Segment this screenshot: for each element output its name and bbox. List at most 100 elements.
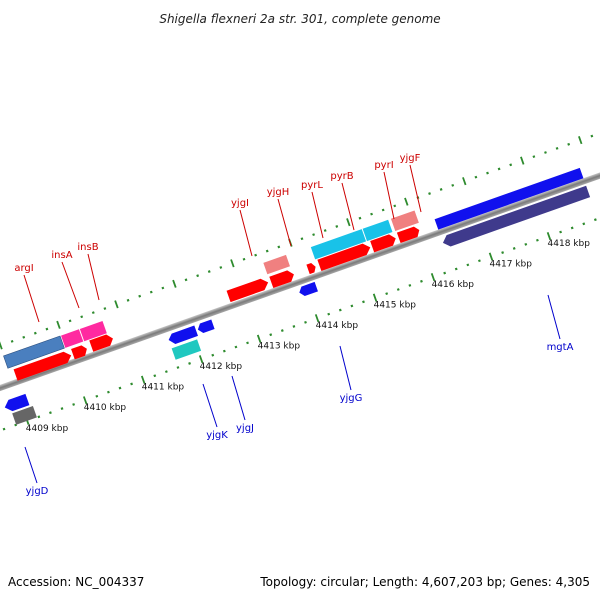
gene-arrow-red[interactable] (317, 242, 372, 272)
gene-arrow-red[interactable] (306, 262, 317, 275)
scale-tick-dot (176, 366, 180, 369)
gene-label-pyrB[interactable]: pyrB (330, 171, 353, 182)
scale-tick-dot (265, 249, 269, 253)
gene-block-teal[interactable] (171, 339, 202, 360)
scale-tick-dot (280, 329, 284, 332)
scale-tick-dot (501, 251, 505, 254)
gene-leader-line (61, 261, 80, 309)
scale-tick-major (546, 231, 552, 241)
scale-tick-dot (420, 279, 423, 283)
gene-label-argI[interactable]: argI (14, 263, 33, 274)
scale-tick-dot (532, 155, 536, 159)
gene-arrow-blue[interactable] (298, 281, 318, 297)
scale-tick-dot (370, 212, 373, 216)
scale-tick-dot (567, 142, 571, 146)
scale-tick-dot (10, 339, 14, 343)
tick-label: 4417 kbp (490, 260, 533, 270)
scale-tick-dot (544, 151, 547, 154)
tick-label: 4414 kbp (316, 321, 359, 331)
scale-tick-dot (222, 349, 226, 353)
gene-label-insA[interactable]: insA (51, 250, 72, 261)
scale-tick-dot (451, 183, 455, 187)
scale-tick-dot (338, 308, 342, 312)
gene-arrow-red[interactable] (71, 344, 89, 360)
gene-leader-line (341, 182, 355, 231)
scale-tick-major (372, 293, 378, 302)
scale-tick-dot (385, 292, 389, 296)
gene-block-steelblue[interactable] (3, 335, 65, 369)
gene-arrow-red[interactable] (13, 350, 74, 381)
gene-label-yjgI[interactable]: yjgI (231, 198, 249, 209)
scale-tick-dot (466, 263, 470, 267)
gene-arrow-red[interactable] (89, 333, 115, 352)
gene-leader-line (547, 294, 561, 340)
scale-tick-dot (277, 245, 281, 249)
lower-tick-scale (2, 218, 597, 431)
tick-label: 4411 kbp (142, 383, 185, 393)
gene-block-cyan[interactable] (362, 219, 393, 242)
gene-arrow-blue[interactable] (196, 319, 215, 335)
scale-tick-dot (590, 134, 594, 138)
gene-arrow-red[interactable] (396, 225, 421, 243)
gene-label-yjgJ[interactable]: yjgJ (236, 423, 254, 434)
gene-block-gray[interactable] (12, 406, 37, 425)
scale-tick-dot (439, 188, 443, 191)
scale-tick-dot (486, 171, 489, 175)
scale-tick-dot (126, 298, 130, 302)
scale-tick-dot (188, 362, 191, 365)
genome-track: 4409 kbp 4410 kbp 4411 kbp 4412 kbp 4413 kbp… (0, 134, 600, 434)
scale-tick-dot (362, 300, 365, 304)
gene-label-yjgF[interactable]: yjgF (400, 153, 421, 164)
scale-tick-major (140, 375, 146, 384)
scale-tick-major (230, 259, 235, 268)
gene-block-salmon[interactable] (263, 254, 290, 275)
gene-label-insB[interactable]: insB (77, 242, 98, 253)
scale-tick-major (488, 252, 494, 261)
reverse-strand-genes (3, 185, 591, 425)
gene-leader-line (87, 253, 100, 301)
scale-tick-dot (80, 315, 84, 319)
gene-arrow-blue[interactable] (3, 393, 30, 413)
gene-label-yjgH[interactable]: yjgH (267, 187, 290, 198)
scale-tick-dot (45, 327, 49, 331)
scale-tick-dot (153, 374, 157, 378)
gene-block-cyan[interactable] (310, 229, 367, 260)
scale-tick-dot (37, 415, 41, 419)
tick-label: 4409 kbp (26, 424, 69, 434)
gene-block-pink[interactable] (61, 329, 84, 348)
tick-label: 4412 kbp (200, 362, 243, 372)
gene-block-salmon[interactable] (390, 210, 419, 232)
tick-label: 4416 kbp (432, 280, 475, 290)
scale-tick-dot (103, 307, 107, 310)
gene-block-pink[interactable] (79, 320, 107, 342)
scale-tick-dot (478, 259, 481, 263)
gene-label-yjgG[interactable]: yjgG (340, 393, 363, 404)
scale-tick-dot (95, 394, 99, 398)
scale-tick-dot (138, 294, 142, 298)
scale-tick-dot (254, 253, 258, 257)
gene-label-pyrL[interactable]: pyrL (301, 180, 323, 191)
scale-tick-dot (184, 278, 188, 282)
scale-tick-major (404, 197, 409, 206)
gene-arrow-red[interactable] (370, 233, 398, 253)
scale-tick-dot (582, 222, 586, 226)
forward-strand-genes (3, 167, 584, 381)
tick-labels: 4409 kbp 4410 kbp 4411 kbp 4412 kbp 4413 kbp… (26, 239, 590, 434)
scale-tick-dot (242, 257, 246, 261)
scale-tick-major (578, 136, 583, 145)
gene-label-yjgD[interactable]: yjgD (26, 486, 49, 497)
gene-label-yjgK[interactable]: yjgK (206, 430, 228, 441)
gene-label-mgtA[interactable]: mgtA (547, 342, 574, 353)
scale-tick-dot (161, 286, 165, 290)
gene-arrow-blue[interactable] (167, 325, 198, 346)
scale-tick-dot (164, 370, 168, 374)
tick-label: 4415 kbp (374, 301, 417, 311)
gene-arrow-blue[interactable] (434, 167, 584, 230)
gene-arrow-navy[interactable] (441, 185, 591, 249)
scale-tick-major (82, 396, 88, 405)
gene-arrow-red[interactable] (226, 277, 271, 303)
gene-label-pyrI[interactable]: pyrI (374, 160, 393, 171)
gene-arrow-red[interactable] (269, 269, 296, 289)
scale-tick-dot (149, 290, 153, 294)
